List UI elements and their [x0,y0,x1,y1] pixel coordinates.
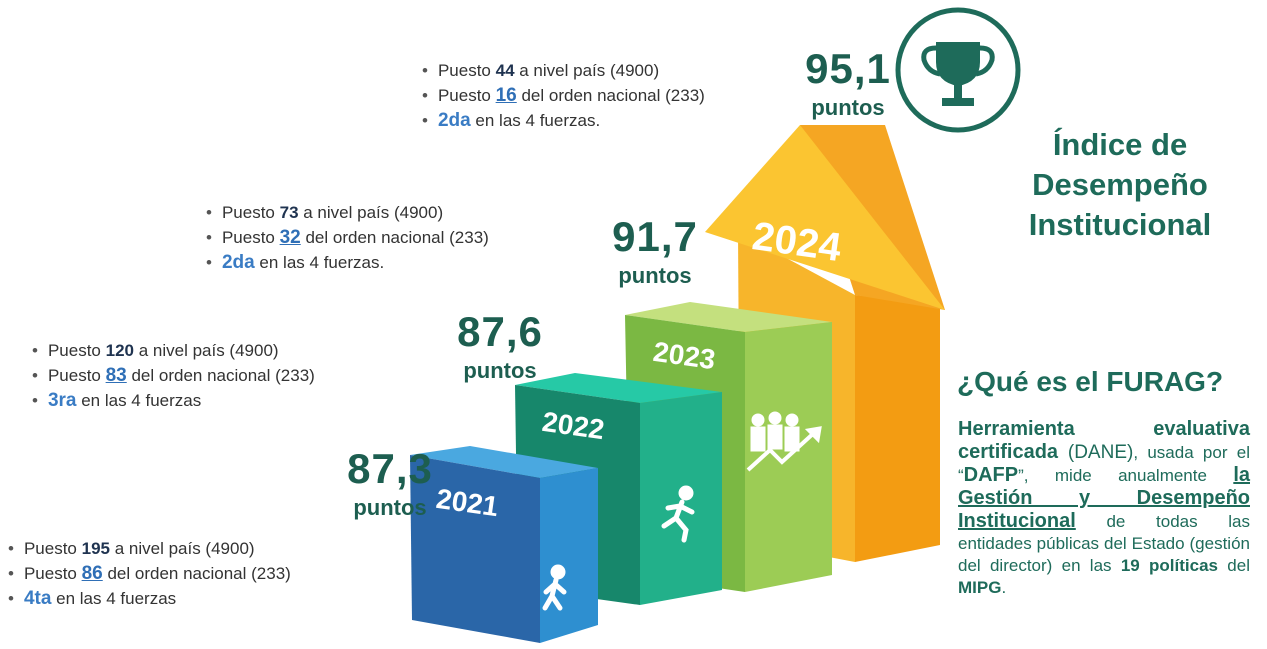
text: Puesto [221,203,280,222]
text-segment: Herramienta evaluativa certificada [958,418,1250,463]
highlight: 195 [81,539,110,558]
unit: puntos [811,95,885,120]
run-icon [661,485,695,543]
unit: puntos [463,358,537,383]
bullet-item: Puesto 73 a nivel país (4900) [206,200,489,225]
bullet-list: Puesto 120 a nivel país (4900)Puesto 83 … [32,338,315,413]
text-segment: (DANE) [1058,442,1134,463]
text-segment: la Gestión y Desempeño Institucional [958,464,1250,532]
furag-text: Herramienta evaluativa certificada (DANE… [958,418,1250,599]
highlight: 86 [81,563,103,584]
trophy-ring [895,7,1021,133]
title-line: Institucional [1028,207,1212,242]
highlight: 120 [105,341,134,360]
highlight: 73 [279,203,299,222]
arrow-head [705,125,945,310]
highlight: 44 [495,61,515,80]
bullet-list: Puesto 195 a nivel país (4900)Puesto 86 … [8,536,291,611]
bullet-item: Puesto 83 del orden nacional (233) [32,363,315,388]
text: Puesto [221,228,280,247]
highlight: 3ra [47,390,77,411]
score: 87,6 [457,308,543,355]
text: del orden nacional (233) [102,564,291,583]
bullet-list: Puesto 73 a nivel país (4900)Puesto 32 d… [206,200,489,275]
highlight: 83 [105,365,127,386]
text: Puesto [23,564,82,583]
bullet-item: Puesto 120 a nivel país (4900) [32,338,315,363]
text: en las 4 fuerzas [76,391,202,410]
block-top [625,302,832,332]
highlight: 32 [279,227,301,248]
text: Puesto [47,366,106,385]
score: 95,1 [805,45,891,92]
text: Puesto [47,341,106,360]
text-segment: , usada por el “ [958,443,1250,485]
highlight: 2da [221,252,255,273]
text-segment: DAFP [963,464,1019,486]
text-segment: . [1001,578,1007,597]
block-front [410,455,540,643]
score: 91,7 [612,213,698,260]
team-icon [746,411,822,472]
text: del orden nacional (233) [516,86,705,105]
text: a nivel país (4900) [133,341,279,360]
walk-icon [542,564,567,611]
text: del orden nacional (233) [126,366,315,385]
bullet-item: 3ra en las 4 fuerzas [32,388,315,413]
title-line: Desempeño [1032,167,1208,202]
unit: puntos [618,263,692,288]
block-top [410,446,598,478]
block-side [540,468,598,643]
block-top [515,373,722,403]
bullet-item: Puesto 195 a nivel país (4900) [8,536,291,561]
furag-heading: ¿Qué es el FURAG? [957,366,1224,397]
text: a nivel país (4900) [109,539,255,558]
title-line: Índice de [1052,127,1188,162]
bullet-item: 2da en las 4 fuerzas. [422,108,705,133]
text: Puesto [23,539,82,558]
text-segment: ”, mide anualmente [1018,466,1234,485]
bullet-list: Puesto 44 a nivel país (4900)Puesto 16 d… [422,58,705,133]
bullet-item: Puesto 32 del orden nacional (233) [206,225,489,250]
text-segment: 19 políticas [1120,556,1218,575]
text-segment: MIPG [958,578,1002,597]
text-segment: de todas las entidades públicas del Esta… [958,512,1250,575]
text: Puesto [437,61,496,80]
highlight: 4ta [23,588,52,609]
title: Índice de Desempeño Institucional [990,125,1250,245]
bullet-item: Puesto 44 a nivel país (4900) [422,58,705,83]
text: Puesto [437,86,496,105]
text: a nivel país (4900) [298,203,444,222]
text: en las 4 fuerzas. [254,253,385,272]
highlight: 2da [437,110,471,131]
text: en las 4 fuerzas. [470,111,601,130]
highlight: 16 [495,85,517,106]
text: del orden nacional (233) [300,228,489,247]
text-segment: del [1218,556,1250,575]
bullet-item: 2da en las 4 fuerzas. [206,250,489,275]
bullet-item: Puesto 86 del orden nacional (233) [8,561,291,586]
text: en las 4 fuerzas [51,589,177,608]
text: a nivel país (4900) [514,61,660,80]
bullet-item: Puesto 16 del orden nacional (233) [422,83,705,108]
trophy-icon [921,42,995,106]
arrow-side [855,295,940,562]
unit: puntos [353,495,427,520]
score: 87,3 [347,445,433,492]
bullet-item: 4ta en las 4 fuerzas [8,586,291,611]
